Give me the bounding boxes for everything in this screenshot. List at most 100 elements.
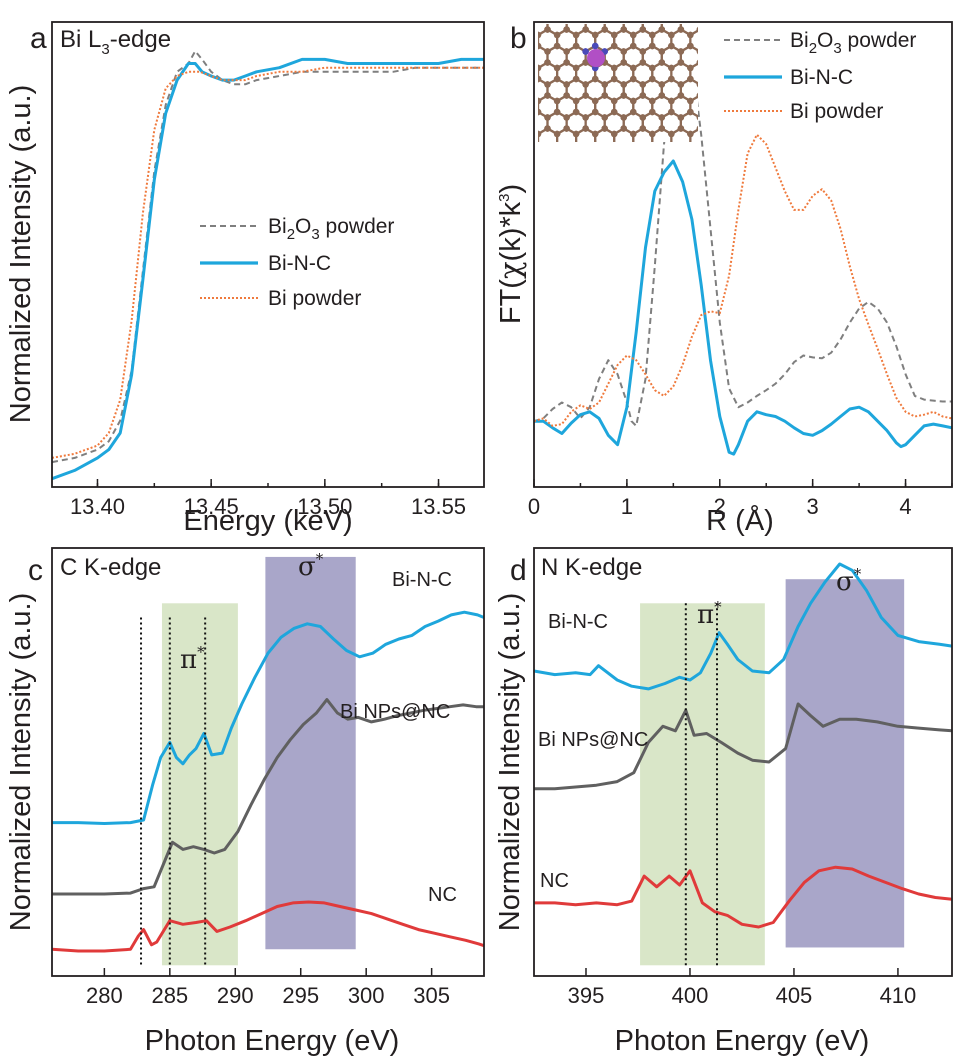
carbon-atom xyxy=(630,64,637,72)
panel-b-letter: b xyxy=(510,22,527,55)
carbon-atom xyxy=(678,15,684,21)
carbon-atom xyxy=(516,109,522,115)
carbon-atom xyxy=(649,130,656,138)
carbon-atom xyxy=(611,97,618,105)
carbon-atom xyxy=(716,92,722,98)
panel-a-xtick-label: 13.55 xyxy=(411,494,466,519)
carbon-atom xyxy=(725,32,731,38)
carbon-atom xyxy=(525,81,531,87)
panel-c-letter: c xyxy=(28,554,43,587)
panel-b-ylabel: FT(χ(k)*k3) xyxy=(493,184,527,324)
carbon-atom xyxy=(544,15,550,21)
carbon-atom xyxy=(640,15,646,21)
panel-b-series-bi-powder xyxy=(533,133,953,427)
panel-d-xtick-label: 405 xyxy=(776,983,813,1008)
carbon-atom xyxy=(687,10,693,16)
carbon-atom xyxy=(620,59,627,66)
carbon-atom xyxy=(687,108,694,116)
carbon-atom xyxy=(553,108,561,116)
carbon-atom xyxy=(649,10,655,16)
carbon-atom xyxy=(544,125,551,132)
carbon-atom xyxy=(658,92,665,99)
panel-c-xtick-label: 295 xyxy=(282,983,319,1008)
carbon-ring xyxy=(519,0,538,19)
legend-label-bipowder: Bi powder xyxy=(790,100,883,123)
carbon-atom xyxy=(706,142,712,148)
carbon-atom xyxy=(544,81,551,88)
carbon-atom xyxy=(677,125,685,132)
carbon-atom xyxy=(706,131,712,137)
legend-label-bi2o3: Bi2O3 powder xyxy=(268,215,394,243)
carbon-atom xyxy=(525,15,531,21)
carbon-atom xyxy=(658,114,665,121)
panel-c-ylabel: Normalized Intensity (a.u.) xyxy=(5,593,37,931)
legend-label-bi2o3: Bi2O3 powder xyxy=(790,29,916,57)
carbon-atom xyxy=(592,10,598,16)
carbon-atom xyxy=(632,141,635,142)
carbon-atom xyxy=(658,59,665,66)
panel-b-frame xyxy=(533,21,953,488)
carbon-atom xyxy=(697,15,703,21)
carbon-atom xyxy=(706,10,712,16)
carbon-atom xyxy=(651,141,654,142)
carbon-atom xyxy=(611,31,618,39)
carbon-atom xyxy=(658,125,665,132)
carbon-atom xyxy=(639,92,646,99)
carbon-atom xyxy=(677,26,685,33)
carbon-atom xyxy=(651,141,654,142)
carbon-atom xyxy=(689,141,692,142)
carbon-atom xyxy=(687,75,694,83)
carbon-atom xyxy=(649,0,655,5)
plot-lines xyxy=(51,39,953,966)
carbon-atom xyxy=(592,75,599,83)
carbon-atom xyxy=(668,42,675,50)
carbon-atom xyxy=(677,92,685,99)
carbon-atom xyxy=(659,15,665,21)
carbon-atom xyxy=(553,75,561,83)
carbon-atom xyxy=(696,48,698,55)
carbon-atom xyxy=(573,10,579,16)
carbon-atom xyxy=(535,10,541,16)
carbon-atom xyxy=(725,131,731,137)
carbon-atom xyxy=(687,97,694,105)
carbon-atom xyxy=(554,10,560,16)
carbon-atom xyxy=(725,98,731,104)
carbon-atom xyxy=(706,32,712,38)
panel-a-xlabel: Energy (keV) xyxy=(183,505,352,537)
panel-d-xtick-label: 400 xyxy=(672,983,709,1008)
carbon-atom xyxy=(553,97,561,105)
carbon-atom xyxy=(525,92,531,98)
carbon-atom xyxy=(525,15,531,21)
carbon-atom xyxy=(639,114,646,121)
bismuth-atom xyxy=(587,49,605,67)
carbon-atom xyxy=(706,76,712,82)
carbon-ring xyxy=(710,63,729,85)
carbon-atom xyxy=(553,130,561,138)
carbon-atom xyxy=(506,15,512,21)
panel-d-letter: d xyxy=(510,554,527,587)
carbon-atom xyxy=(506,81,512,87)
carbon-atom xyxy=(620,125,627,132)
carbon-atom xyxy=(563,15,569,21)
carbon-ring xyxy=(557,0,576,19)
carbon-atom xyxy=(563,147,569,153)
carbon-atom xyxy=(706,109,712,115)
panel-c-series-bi-n-c xyxy=(52,610,485,825)
carbon-atom xyxy=(563,15,569,21)
panel-c-xtick-label: 300 xyxy=(348,983,385,1008)
carbon-atom xyxy=(716,92,722,98)
carbon-atom xyxy=(525,59,531,65)
carbon-ring xyxy=(700,46,719,68)
carbon-atom xyxy=(574,141,578,142)
carbon-atom xyxy=(639,26,646,33)
carbon-atom xyxy=(630,10,636,16)
bi-n-c-structure-inset xyxy=(506,0,731,153)
panel-d-series-nc xyxy=(534,865,953,929)
legend-label-bipowder: Bi powder xyxy=(268,287,361,310)
carbon-atom xyxy=(630,10,636,16)
carbon-atom xyxy=(538,75,542,83)
carbon-atom xyxy=(592,31,599,39)
carbon-atom xyxy=(706,109,712,115)
carbon-atom xyxy=(563,48,570,55)
